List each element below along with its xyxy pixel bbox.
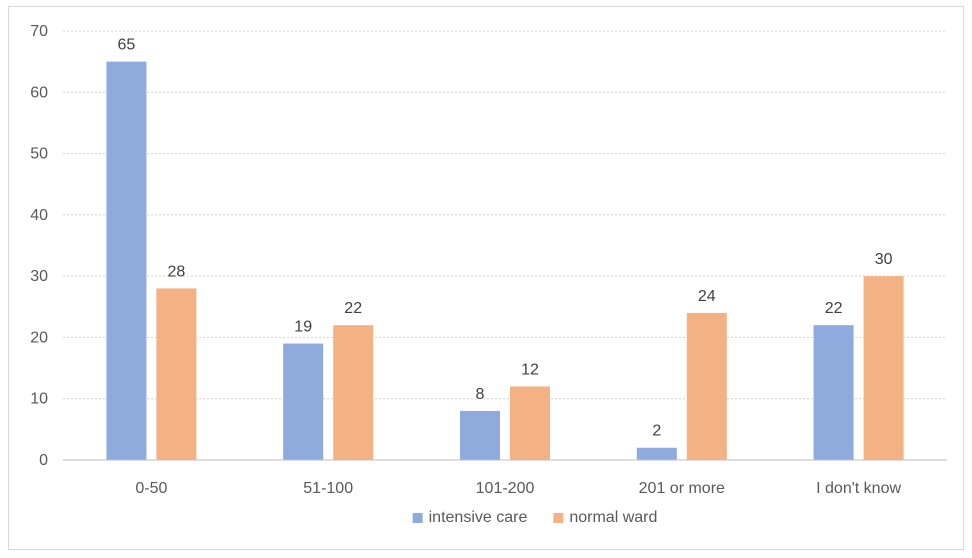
bar-normal-ward bbox=[156, 288, 197, 460]
y-tick-label: 30 bbox=[30, 268, 48, 285]
bar-normal-ward bbox=[686, 312, 727, 460]
y-tick-label: 50 bbox=[30, 146, 48, 163]
y-tick-label: 60 bbox=[30, 84, 48, 101]
x-tick-label: 201 or more bbox=[639, 480, 725, 497]
data-label-intensive-care: 22 bbox=[825, 300, 843, 317]
bar-intensive-care bbox=[283, 343, 324, 460]
bar-normal-ward bbox=[333, 325, 374, 460]
x-tick-label: 51-100 bbox=[303, 480, 353, 497]
y-tick-label: 10 bbox=[30, 391, 48, 408]
legend-item-intensive-care: intensive care bbox=[412, 509, 528, 526]
data-label-intensive-care: 2 bbox=[652, 423, 661, 440]
data-label-normal-ward: 24 bbox=[698, 288, 716, 305]
data-label-intensive-care: 19 bbox=[294, 319, 312, 336]
bar-normal-ward bbox=[863, 276, 904, 460]
y-tick-label: 20 bbox=[30, 329, 48, 346]
data-label-normal-ward: 22 bbox=[344, 300, 362, 317]
legend-label: intensive care bbox=[429, 509, 528, 526]
bar-intensive-care bbox=[460, 410, 500, 460]
legend-swatch bbox=[412, 513, 423, 523]
data-labels: 65 28 19 22 8 12 2 24 22 30 bbox=[118, 37, 893, 440]
data-label-intensive-care: 65 bbox=[118, 37, 136, 54]
x-tick-label: 0-50 bbox=[135, 480, 167, 497]
y-tick-label: 0 bbox=[39, 452, 48, 469]
data-label-normal-ward: 28 bbox=[168, 263, 186, 280]
x-axis: 0-50 51-100 101-200 201 or more I don't know bbox=[63, 459, 947, 497]
gridlines bbox=[63, 30, 947, 400]
data-label-intensive-care: 8 bbox=[476, 386, 485, 403]
data-label-normal-ward: 12 bbox=[521, 361, 539, 378]
bar-intensive-care bbox=[636, 447, 677, 460]
legend-swatch bbox=[553, 513, 564, 523]
legend-label: normal ward bbox=[569, 509, 657, 526]
x-tick-label: 101-200 bbox=[476, 480, 535, 497]
bar-intensive-care bbox=[813, 325, 854, 460]
legend: intensive care normal ward bbox=[412, 509, 657, 526]
legend-item-normal-ward: normal ward bbox=[553, 509, 657, 526]
bar-normal-ward bbox=[510, 386, 550, 460]
bar-intensive-care bbox=[106, 61, 147, 461]
y-tick-label: 70 bbox=[30, 23, 48, 40]
y-tick-label: 40 bbox=[30, 207, 48, 224]
bars bbox=[106, 61, 904, 461]
y-axis: 0 10 20 30 40 50 60 70 bbox=[30, 23, 48, 469]
data-label-normal-ward: 30 bbox=[875, 251, 893, 268]
x-tick-label: I don't know bbox=[816, 480, 901, 497]
